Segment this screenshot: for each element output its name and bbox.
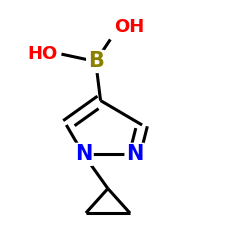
- Text: HO: HO: [28, 45, 58, 63]
- Text: B: B: [88, 52, 104, 72]
- Text: N: N: [75, 144, 92, 164]
- Text: N: N: [126, 144, 144, 164]
- Text: OH: OH: [114, 18, 144, 36]
